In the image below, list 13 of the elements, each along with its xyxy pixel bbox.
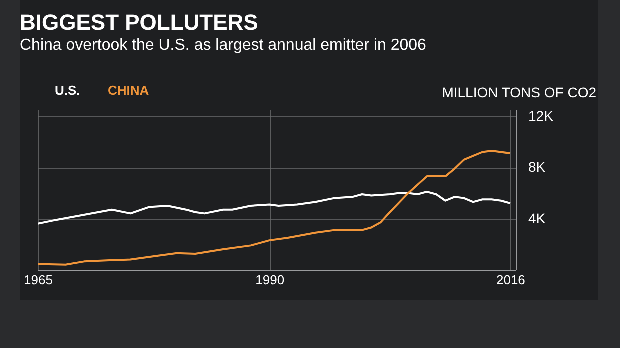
y-tick-label: 12K <box>528 108 554 124</box>
line-series <box>38 150 512 266</box>
y-tick-label: 4K <box>528 210 546 226</box>
chart-subtitle: China overtook the U.S. as largest annual emitter in 2006 <box>20 37 427 54</box>
text: U.S. <box>55 82 80 98</box>
text: CHINA <box>108 82 150 98</box>
x-tick-label: 1990 <box>256 272 285 288</box>
chart-title: BIGGEST POLLUTERS <box>20 10 258 35</box>
x-tick-label: 1965 <box>24 272 53 288</box>
x-tick-label: 2016 <box>496 272 526 288</box>
y-axis-title: MILLION TONS OF CO2 <box>442 84 597 100</box>
line-series <box>38 190 512 225</box>
y-tick-label: 8K <box>528 159 546 176</box>
